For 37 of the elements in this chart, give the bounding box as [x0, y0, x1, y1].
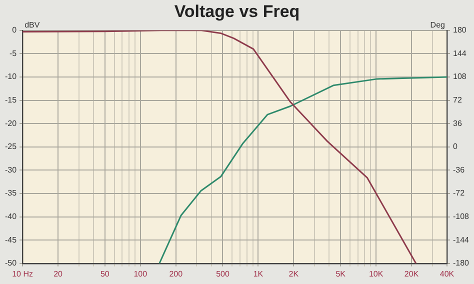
y2-tick-label: 180 [452, 26, 467, 35]
y-axis-title: dBV [24, 20, 40, 30]
y-tick-label: -50 [5, 258, 18, 268]
y2-tick-label: 72 [452, 96, 462, 105]
x-tick-label: 10 Hz [12, 269, 34, 278]
y2-tick-label: -36 [452, 165, 466, 174]
chart-title: Voltage vs Freq [174, 2, 300, 21]
x-tick-label: 5K [336, 269, 346, 278]
x-tick-label: 20K [404, 269, 420, 278]
y2-tick-label: 36 [452, 118, 462, 128]
y2-tick-label: -72 [452, 188, 466, 198]
x-tick-label: 20 [54, 269, 64, 278]
y2-axis-title: Deg [430, 20, 445, 30]
y2-tick-label: -144 [452, 235, 470, 244]
y-tick-label: -15 [5, 96, 18, 105]
y-tick-label: -45 [5, 235, 18, 244]
x-tick-label: 500 [216, 269, 230, 278]
y-tick-label: 0 [12, 26, 18, 35]
y-tick-label: -40 [5, 212, 18, 222]
y-tick-label: -30 [5, 165, 18, 174]
x-tick-label: 40K [440, 269, 455, 278]
y-tick-label: -5 [9, 48, 18, 58]
y-tick-label: -35 [5, 188, 18, 198]
y2-tick-label: 144 [452, 48, 467, 58]
y-tick-label: -10 [5, 72, 18, 82]
y2-tick-label: 108 [452, 72, 467, 82]
x-tick-label: 10K [368, 269, 384, 278]
y-tick-label: -20 [5, 118, 18, 128]
x-tick-label: 50 [100, 269, 110, 278]
x-tick-label: 200 [169, 269, 184, 278]
x-tick-label: 100 [134, 269, 148, 278]
x-tick-label: 1K [253, 269, 264, 278]
x-tick-label: 2K [288, 269, 300, 278]
y2-tick-label: 0 [452, 142, 458, 152]
y2-tick-label: -180 [452, 258, 470, 268]
y2-tick-label: -108 [452, 212, 470, 222]
y-tick-label: -25 [5, 142, 18, 152]
